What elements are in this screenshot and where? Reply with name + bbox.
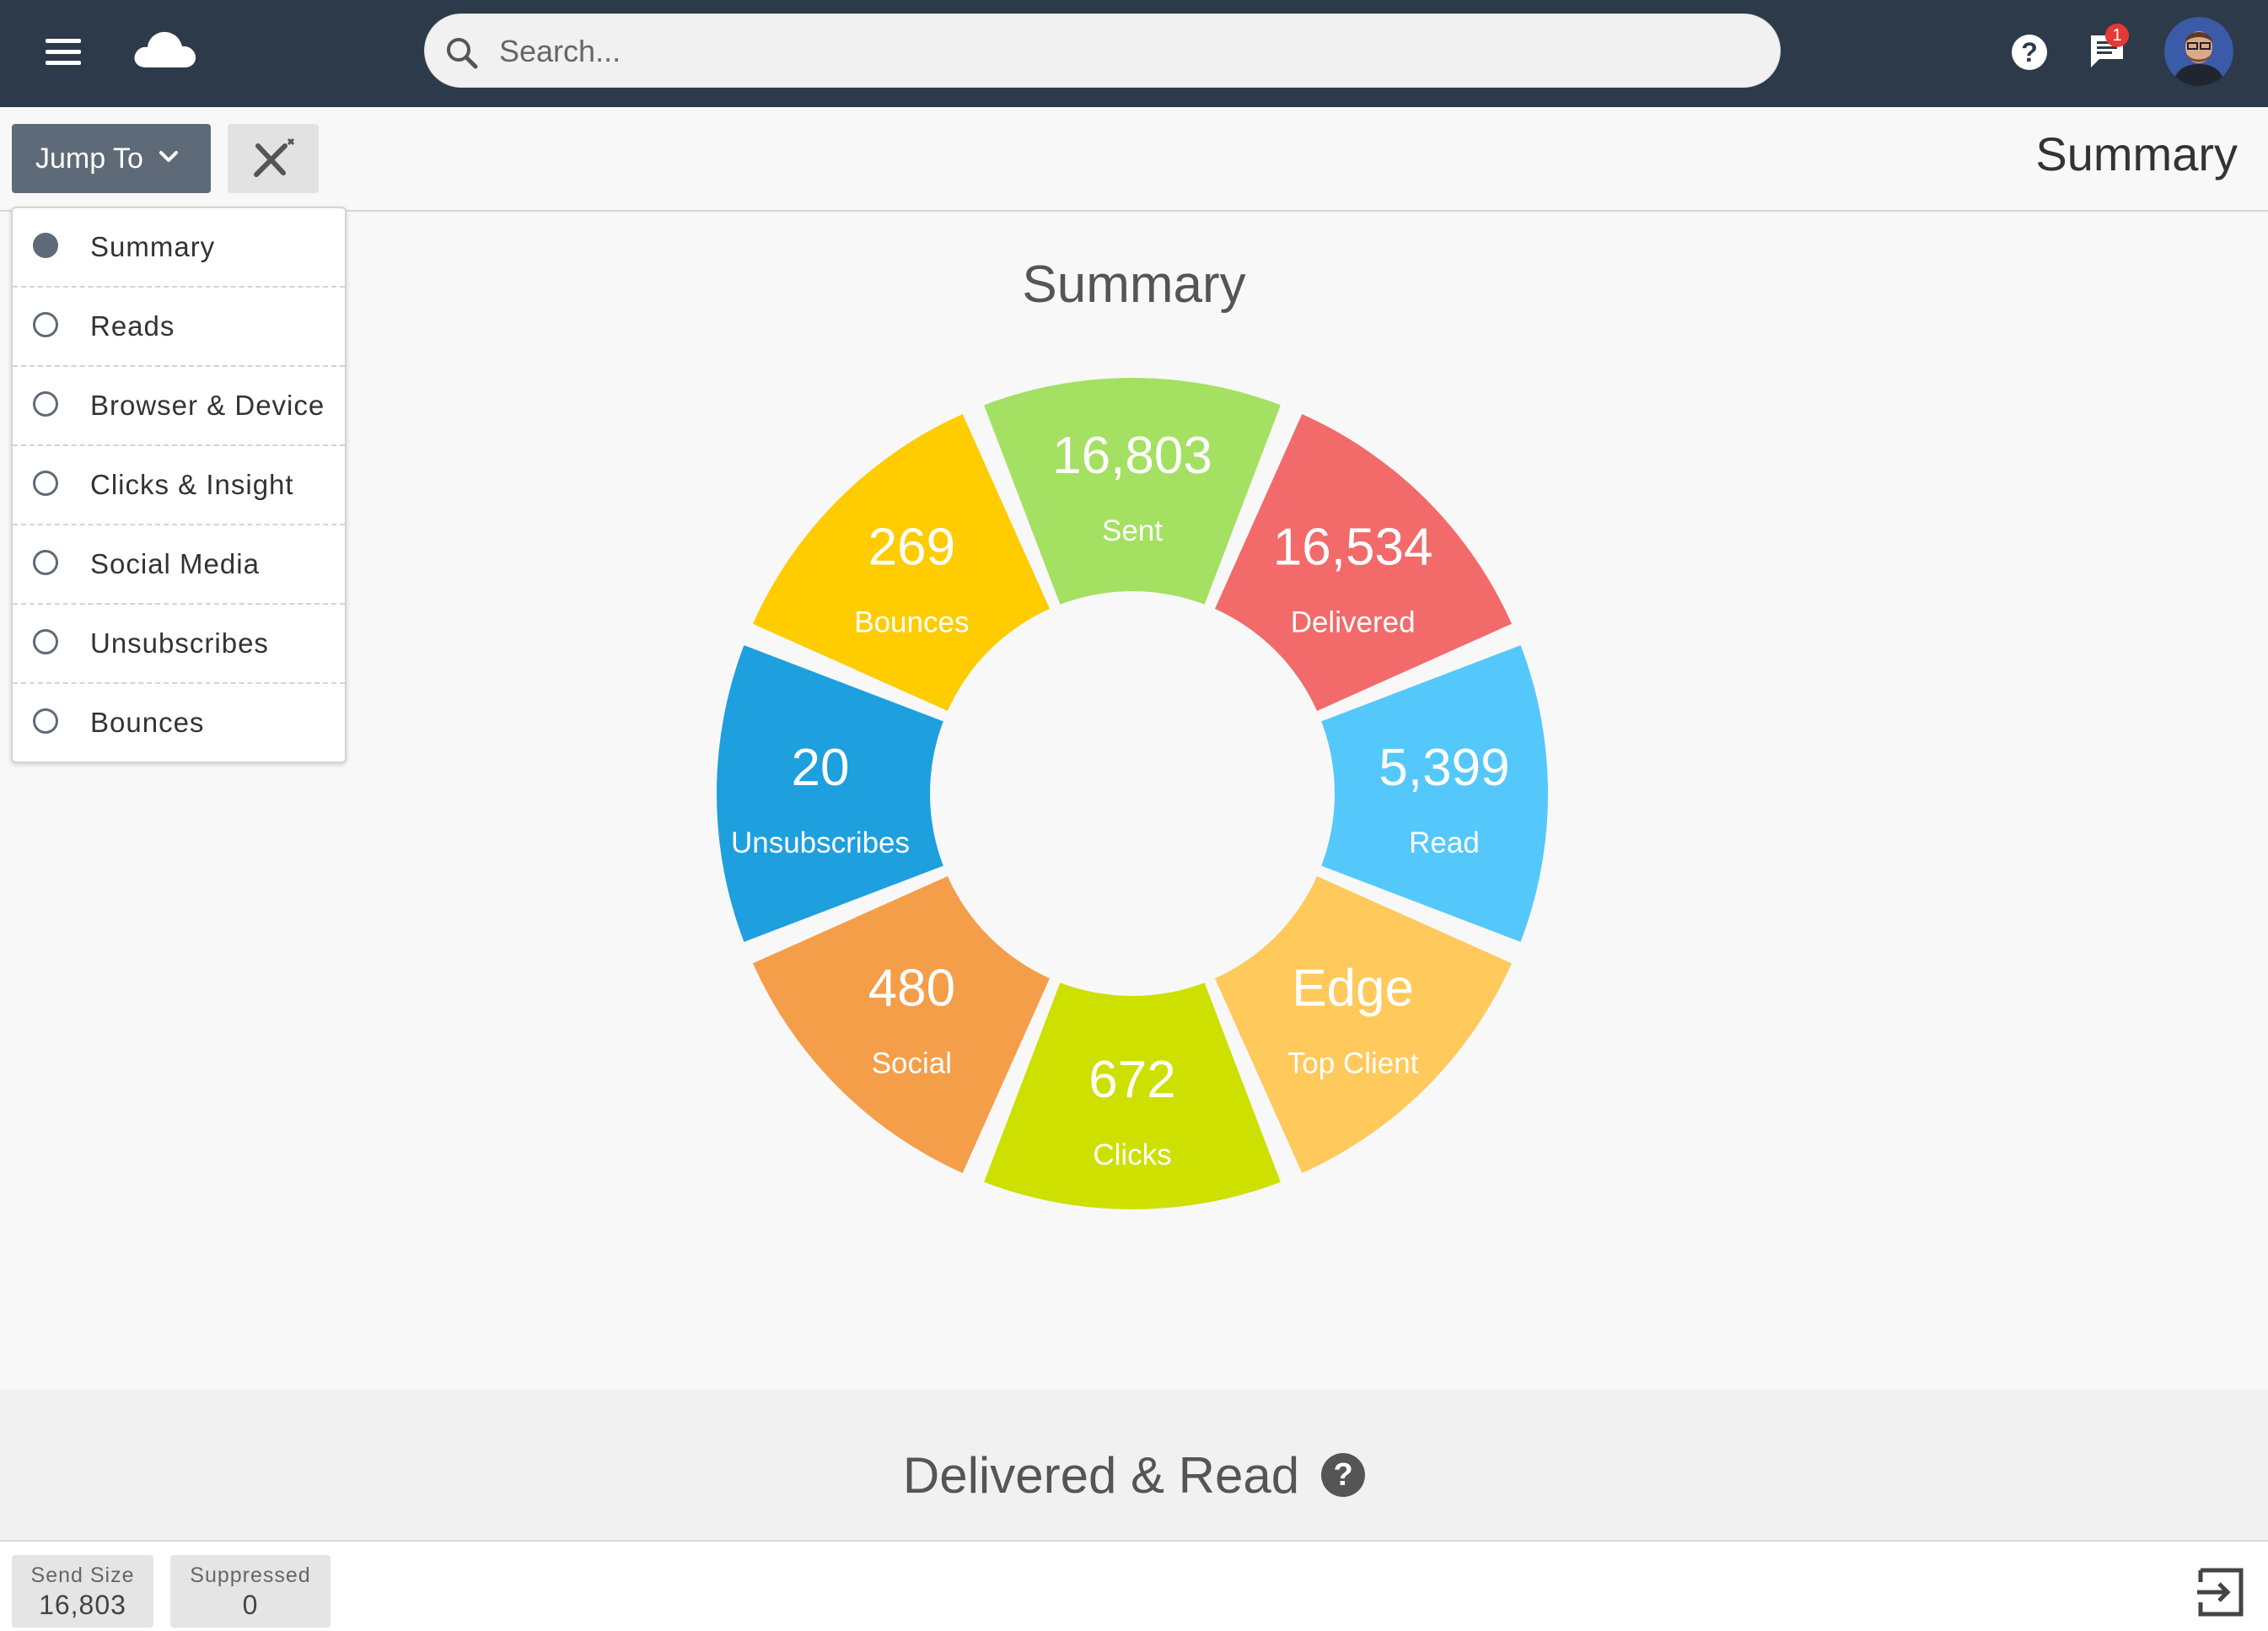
jump-menu-item[interactable]: Bounces: [13, 684, 345, 762]
page-title: Summary: [2035, 127, 2238, 180]
segment-value: 480: [868, 960, 955, 1018]
segment-value: 269: [868, 518, 955, 576]
search-bar: [424, 13, 1781, 89]
user-avatar[interactable]: [2164, 17, 2233, 86]
help-icon[interactable]: ?: [1321, 1453, 1366, 1498]
donut-segment-bounces[interactable]: [752, 413, 1051, 712]
jump-menu-item-label: Clicks & Insight: [90, 469, 294, 500]
segment-value: 5,399: [1379, 739, 1509, 797]
section-title-text: Delivered & Read: [902, 1446, 1300, 1504]
toolbar: [0, 107, 2268, 212]
segment-label: Social: [872, 1047, 952, 1080]
segment-label: Delivered: [1291, 606, 1416, 638]
radio-unchecked-icon: [33, 629, 58, 654]
segment-label: Bounces: [854, 606, 969, 638]
donut-segment-clicks[interactable]: [984, 982, 1281, 1209]
stat-label: Send Size: [30, 1564, 135, 1587]
segment-label: Read: [1409, 826, 1480, 859]
chart-title: Summary: [1022, 256, 1246, 314]
donut-segment-social[interactable]: [752, 875, 1051, 1174]
jump-menu-item-label: Reads: [90, 310, 175, 342]
stat-label: Suppressed: [190, 1564, 311, 1587]
segment-value: 20: [792, 739, 850, 797]
radio-unchecked-icon: [33, 708, 58, 734]
segment-label: Clicks: [1093, 1138, 1171, 1171]
jump-menu-item-label: Summary: [90, 231, 216, 262]
search-icon: [443, 35, 481, 72]
hamburger-menu-icon[interactable]: [42, 32, 89, 74]
suppressed-stat: Suppressed 0: [170, 1555, 331, 1628]
donut-segment-delivered[interactable]: [1214, 413, 1513, 712]
jump-menu-item-label: Social Media: [90, 548, 260, 579]
jump-to-button[interactable]: Jump To: [12, 124, 211, 193]
section-title: Delivered & Read?: [0, 1442, 2268, 1505]
donut-segment-read[interactable]: [1321, 645, 1548, 942]
jump-menu-item-label: Bounces: [90, 707, 205, 738]
tools-button[interactable]: [228, 124, 319, 193]
cloud-logo-icon[interactable]: [131, 24, 198, 74]
segment-value: 16,534: [1273, 518, 1433, 576]
segment-value: Edge: [1292, 960, 1414, 1018]
radio-unchecked-icon: [33, 312, 58, 337]
help-icon[interactable]: ?: [2012, 35, 2047, 70]
jump-menu-item[interactable]: Reads: [13, 288, 345, 367]
summary-donut-chart: 16,803 Sent 16,534 Delivered 5,399 Read Edge To…: [717, 378, 1548, 1209]
segment-value: 672: [1088, 1051, 1175, 1109]
jump-menu-item[interactable]: Summary: [13, 208, 345, 288]
jump-menu-item-label: Unsubscribes: [90, 627, 269, 659]
chevron-down-icon: [157, 145, 180, 169]
radio-unchecked-icon: [33, 471, 58, 496]
footer-bar: [0, 1542, 2268, 1631]
jump-menu-item[interactable]: Unsubscribes: [13, 605, 345, 684]
donut-segment-unsubscribes[interactable]: [717, 645, 943, 942]
delivered-read-section: [0, 1390, 2268, 1542]
donut-segment-sent[interactable]: [984, 378, 1281, 605]
send-size-stat: Send Size 16,803: [12, 1555, 153, 1628]
segment-label: Unsubscribes: [731, 826, 910, 859]
jump-menu-item-label: Browser & Device: [90, 390, 325, 421]
jump-to-menu: Summary Reads Browser & Device Clicks & Ins…: [11, 207, 347, 763]
radio-unchecked-icon: [33, 550, 58, 575]
stat-value: 0: [242, 1590, 259, 1620]
segment-label: Top Client: [1287, 1047, 1419, 1080]
segment-value: 16,803: [1052, 427, 1212, 485]
exit-icon[interactable]: [2195, 1567, 2246, 1618]
donut-segment-top-client[interactable]: [1214, 875, 1513, 1174]
notification-badge: 1: [2105, 24, 2129, 47]
jump-menu-item[interactable]: Social Media: [13, 525, 345, 605]
stat-value: 16,803: [39, 1590, 126, 1620]
pencil-ruler-icon: [254, 137, 295, 177]
segment-label: Sent: [1102, 514, 1163, 547]
radio-unchecked-icon: [33, 391, 58, 417]
radio-checked-icon: [33, 233, 58, 258]
jump-menu-item[interactable]: Browser & Device: [13, 367, 345, 446]
search-input[interactable]: [497, 14, 1749, 89]
jump-menu-item[interactable]: Clicks & Insight: [13, 446, 345, 525]
